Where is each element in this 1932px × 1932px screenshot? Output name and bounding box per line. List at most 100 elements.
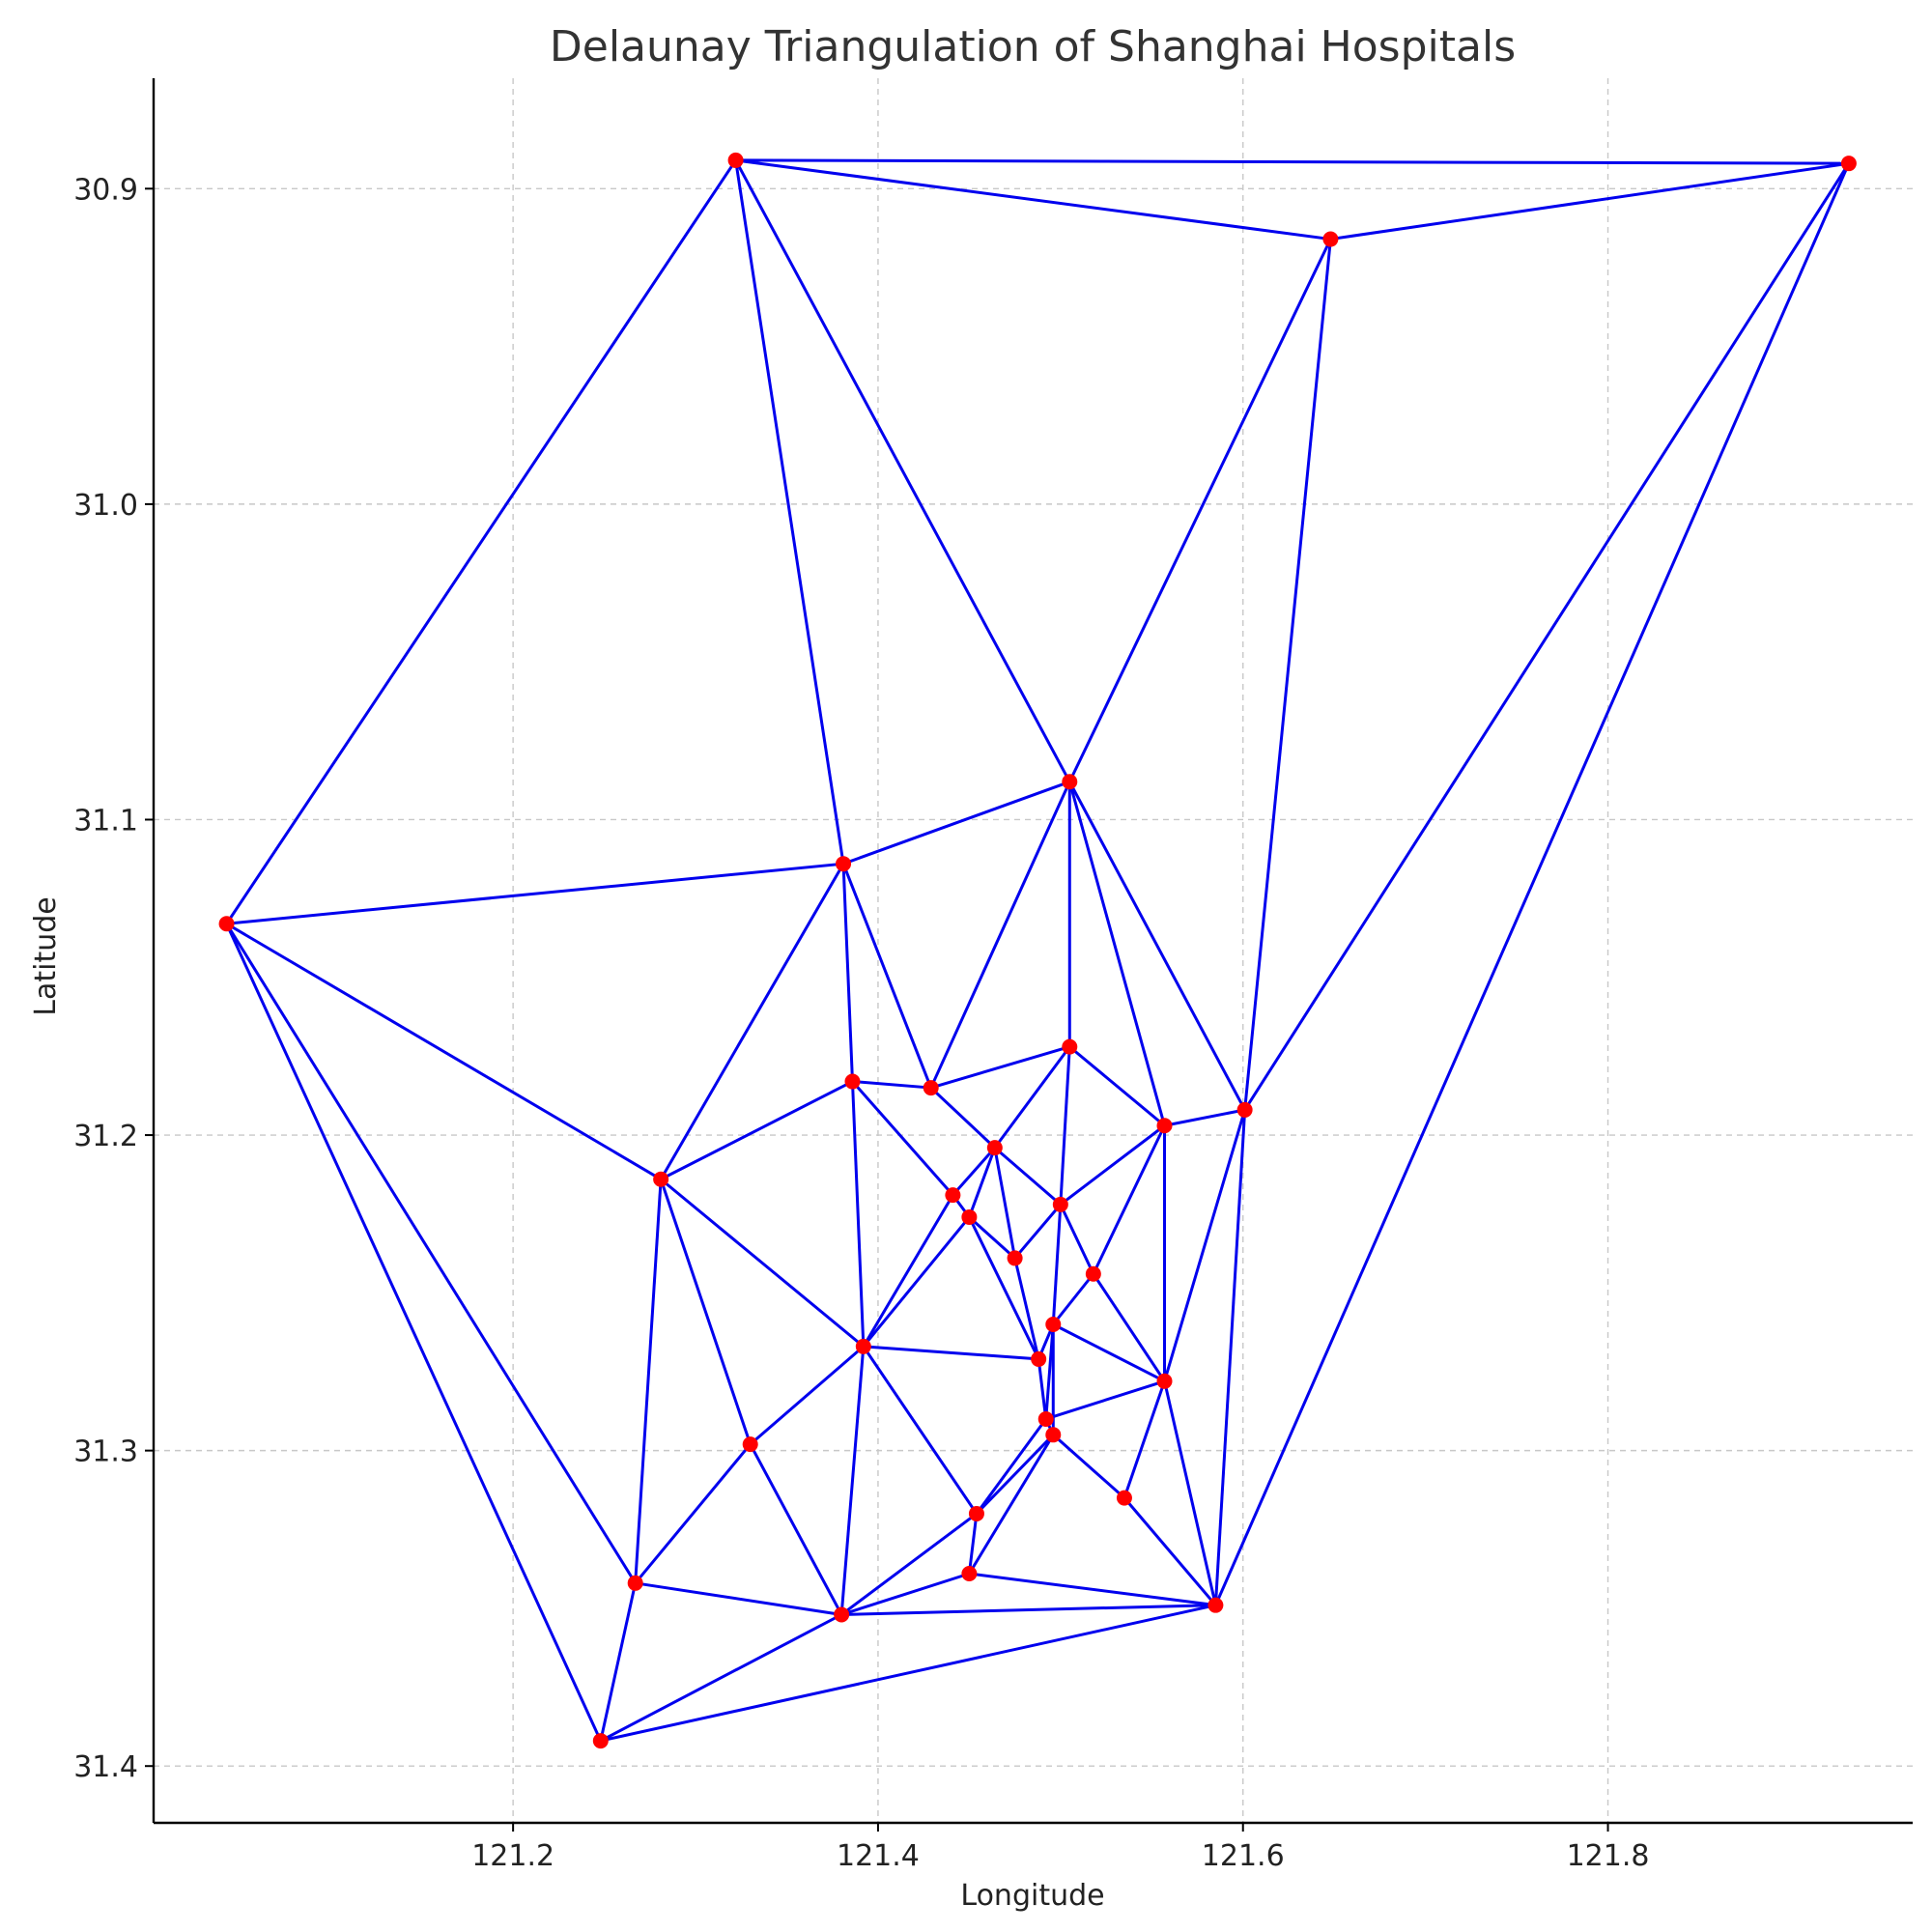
y-tick-label: 31.0	[73, 489, 138, 523]
triangulation-edge	[839, 1346, 866, 1615]
triangulation-edge	[929, 1086, 996, 1150]
triangulation-edge	[749, 1345, 865, 1446]
triangulation-edge	[975, 1418, 1047, 1515]
hospital-point	[1007, 1250, 1023, 1266]
triangulation-edge	[226, 862, 844, 925]
triangulation-edge	[735, 158, 1849, 165]
triangulation-edge	[852, 1080, 931, 1090]
triangulation-edge	[225, 922, 662, 1181]
triangulation-edge	[600, 1613, 842, 1743]
triangulation-edge	[634, 1443, 752, 1584]
triangulation-edge	[734, 159, 845, 865]
y-ticks: 30.9 31.0 31.1 31.2 31.3 31.4	[73, 173, 154, 1784]
triangulation-edge	[734, 159, 1071, 782]
hospital-point	[836, 856, 852, 872]
triangulation-edge	[841, 863, 933, 1089]
hospital-point	[1062, 1038, 1078, 1055]
hospital-point	[653, 1171, 669, 1187]
hospital-point	[923, 1080, 939, 1096]
triangulation-edge	[1092, 1272, 1166, 1382]
hospital-point	[727, 152, 744, 168]
triangulation-edge	[1067, 781, 1246, 1111]
triangulation-edge	[1037, 1358, 1048, 1420]
triangulation-edge	[1068, 1045, 1166, 1127]
triangulation-edge	[600, 1604, 1216, 1743]
y-tick-label: 31.1	[73, 804, 138, 838]
x-axis-label: Longitude	[960, 1879, 1104, 1913]
triangulation-edge	[1067, 781, 1166, 1126]
hospital-point	[1156, 1373, 1173, 1389]
hospital-point	[1037, 1410, 1054, 1427]
hospital-points	[218, 152, 1857, 1749]
triangulation-edge	[929, 781, 1071, 1089]
hospital-point	[1045, 1427, 1062, 1443]
hospital-point	[218, 916, 235, 932]
triangulation-edge	[1059, 1046, 1071, 1205]
hospital-point	[1322, 231, 1339, 247]
hospital-point	[1062, 774, 1078, 790]
triangulation-edge	[1330, 161, 1850, 242]
triangulation-edge	[1045, 1379, 1165, 1421]
triangulation-edge	[841, 864, 854, 1082]
hospital-point	[834, 1606, 850, 1623]
triangulation-edges	[225, 158, 1851, 1743]
triangulation-edge	[862, 1346, 979, 1515]
y-tick-label: 31.2	[73, 1120, 138, 1153]
hospital-point	[961, 1566, 978, 1581]
hospital-point	[1236, 1101, 1253, 1118]
triangulation-edge	[1013, 1203, 1062, 1260]
triangulation-edge	[1163, 1380, 1217, 1605]
triangulation-edge	[840, 1512, 978, 1616]
triangulation-edge	[1067, 238, 1332, 782]
triangulation-edge	[851, 1080, 954, 1197]
triangulation-edge	[1092, 1124, 1166, 1275]
triangulation-edge	[975, 1434, 1055, 1515]
triangulation-edge	[967, 1513, 979, 1575]
triangulation-edge	[968, 1215, 1016, 1260]
hospital-point	[961, 1208, 978, 1225]
triangulation-edge	[969, 1572, 1216, 1607]
triangulation-edge	[1013, 1258, 1040, 1360]
triangulation-edge	[1163, 1109, 1247, 1382]
triangulation-edge	[968, 1216, 1040, 1360]
x-tick-label: 121.4	[837, 1839, 920, 1873]
triangulation-edge	[599, 1582, 638, 1742]
y-tick-label: 31.4	[73, 1750, 138, 1784]
x-ticks: 121.2 121.4 121.6 121.8	[471, 1823, 1649, 1873]
triangulation-edge	[1243, 162, 1851, 1111]
hospital-point	[1031, 1350, 1047, 1367]
triangulation-edge	[1059, 1204, 1095, 1275]
triangulation-edge	[1164, 1108, 1245, 1127]
triangulation-edge	[635, 1581, 842, 1616]
hospital-point	[1045, 1317, 1062, 1332]
y-tick-label: 31.3	[73, 1435, 138, 1469]
triangulation-edge	[862, 1194, 954, 1348]
triangulation-edge	[1214, 162, 1851, 1606]
triangulation-edge	[634, 1179, 663, 1583]
triangulation-edge	[1122, 1380, 1166, 1499]
hospital-point	[986, 1140, 1003, 1156]
triangulation-edge	[863, 1345, 1039, 1361]
hospital-point	[1116, 1490, 1132, 1506]
triangulation-edge	[1243, 239, 1332, 1111]
triangulation-edge	[1052, 1434, 1125, 1499]
hospital-point	[855, 1338, 871, 1354]
hospital-point	[627, 1575, 643, 1591]
hospital-point	[1085, 1265, 1101, 1282]
triangulation-edge	[735, 158, 1331, 242]
triangulation-edge	[993, 1146, 1062, 1207]
triangulation-edge	[930, 1045, 1070, 1090]
triangulation-edge	[967, 1147, 997, 1218]
hospital-point	[1052, 1196, 1068, 1212]
triangulation-edge	[225, 923, 603, 1742]
hospital-point	[1840, 156, 1857, 172]
hospital-point	[592, 1733, 609, 1749]
triangulation-edge	[993, 1147, 1017, 1259]
triangulation-edge	[659, 1179, 753, 1445]
hospital-point	[1208, 1597, 1224, 1613]
triangulation-edge	[1051, 1204, 1063, 1325]
triangulation-edge	[840, 1572, 970, 1616]
triangulation-edge	[993, 1045, 1071, 1150]
y-axis-label: Latitude	[29, 896, 63, 1015]
